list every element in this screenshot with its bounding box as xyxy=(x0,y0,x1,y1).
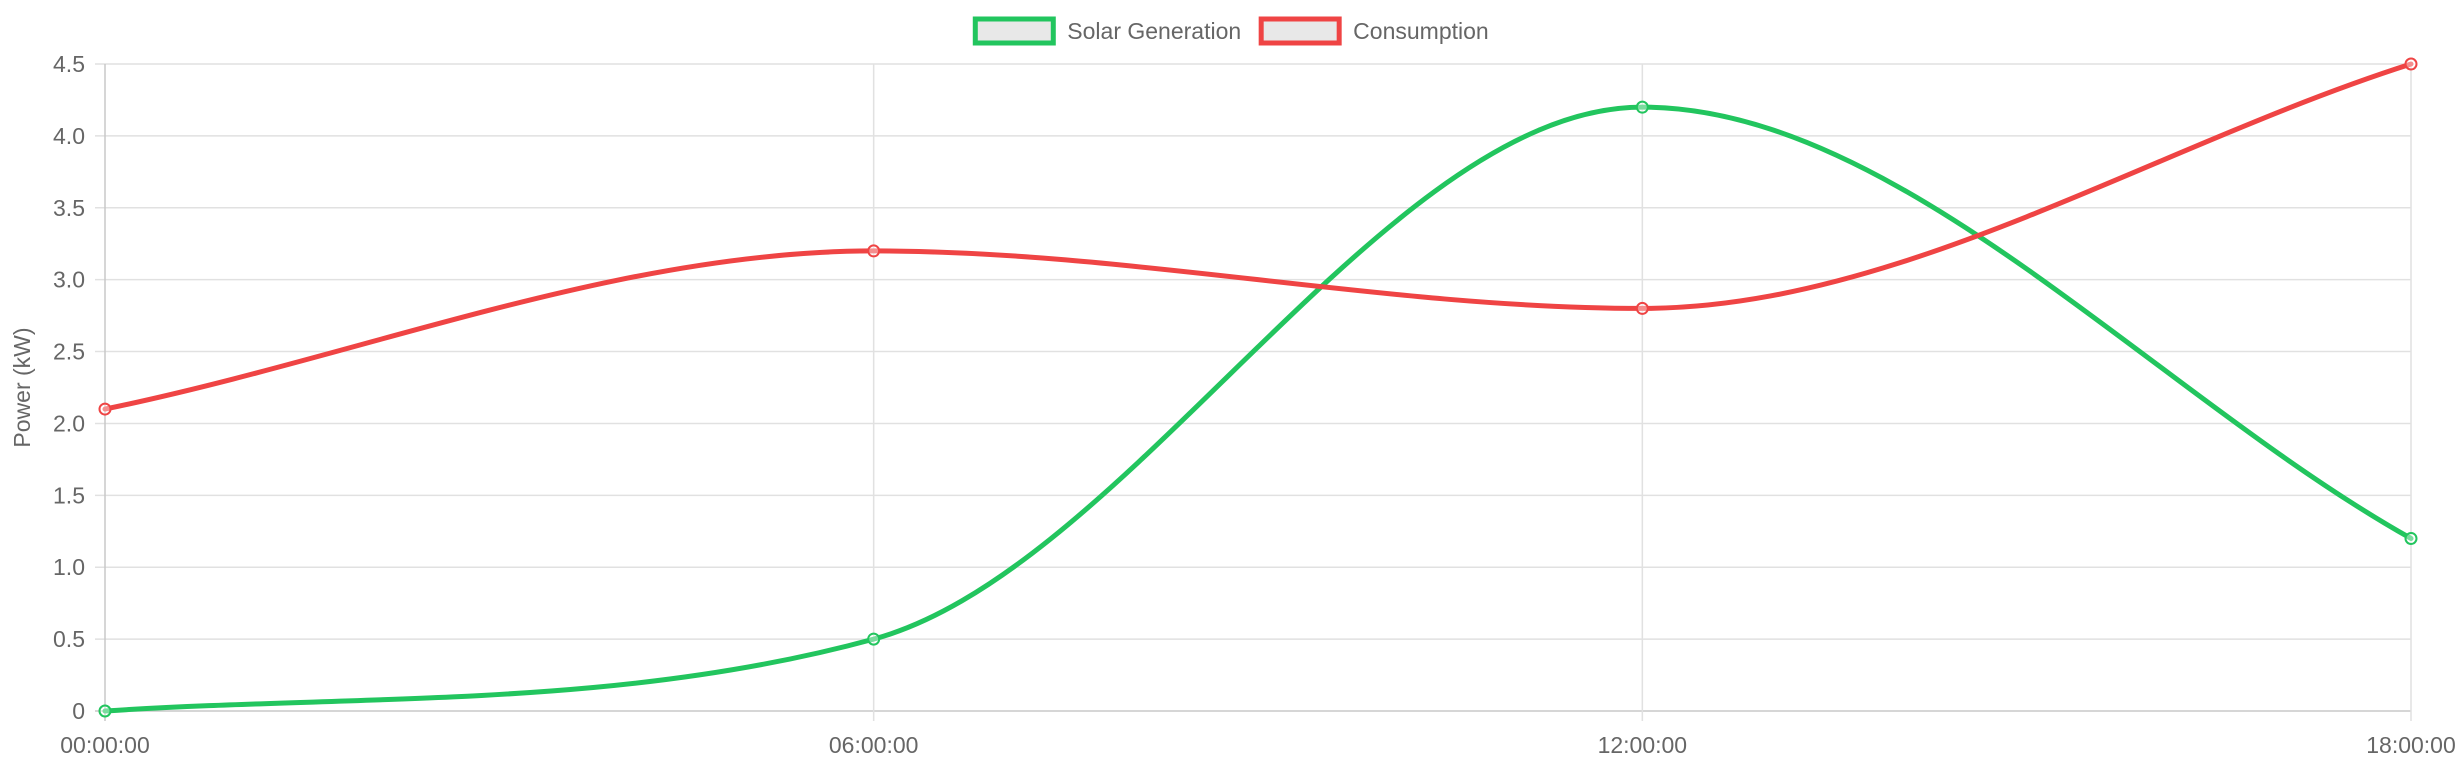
series-line-consumption xyxy=(102,61,2414,412)
data-point-solar-generation[interactable] xyxy=(867,632,881,646)
x-tick-label: 06:00:00 xyxy=(829,732,919,758)
data-point-consumption[interactable] xyxy=(2404,57,2418,71)
legend-label: Solar Generation xyxy=(1067,18,1241,44)
data-point-consumption[interactable] xyxy=(1635,301,1649,315)
data-point-consumption[interactable] xyxy=(867,244,881,258)
y-tick-label: 1.5 xyxy=(53,482,85,508)
y-tick-label: 3.0 xyxy=(53,267,85,293)
y-tick-label: 1.0 xyxy=(53,554,85,580)
legend-item-solar-generation[interactable]: Solar Generation xyxy=(972,16,1241,46)
data-point-consumption[interactable] xyxy=(98,402,112,416)
data-point-solar-generation[interactable] xyxy=(2404,531,2418,545)
grid xyxy=(95,63,2412,721)
data-point-solar-generation[interactable] xyxy=(1635,100,1649,114)
y-axis-title: Power (kW) xyxy=(9,327,35,447)
legend[interactable]: Solar Generation Consumption xyxy=(972,16,1489,46)
y-axis-ticks: 0 0.5 1.0 1.5 2.0 2.5 3.0 3.5 4.0 4.5 xyxy=(53,51,85,724)
y-tick-label: 4.5 xyxy=(53,51,85,77)
x-tick-label: 00:00:00 xyxy=(60,732,150,758)
x-tick-label: 18:00:00 xyxy=(2366,732,2456,758)
legend-label: Consumption xyxy=(1353,18,1489,44)
y-tick-label: 2.0 xyxy=(53,410,85,436)
series-line-solar-generation xyxy=(102,104,2414,714)
y-tick-label: 0.5 xyxy=(53,626,85,652)
series xyxy=(98,57,2418,718)
y-tick-label: 2.5 xyxy=(53,339,85,365)
x-tick-label: 12:00:00 xyxy=(1598,732,1688,758)
legend-item-consumption[interactable]: Consumption xyxy=(1258,16,1489,46)
y-tick-label: 3.5 xyxy=(53,195,85,221)
y-tick-label: 0 xyxy=(72,698,85,724)
x-axis-ticks: 00:00:00 06:00:00 12:00:00 18:00:00 xyxy=(60,732,2456,758)
y-tick-label: 4.0 xyxy=(53,123,85,149)
legend-swatch xyxy=(972,16,1056,46)
legend-swatch xyxy=(1258,16,1342,46)
data-point-solar-generation[interactable] xyxy=(98,704,112,718)
